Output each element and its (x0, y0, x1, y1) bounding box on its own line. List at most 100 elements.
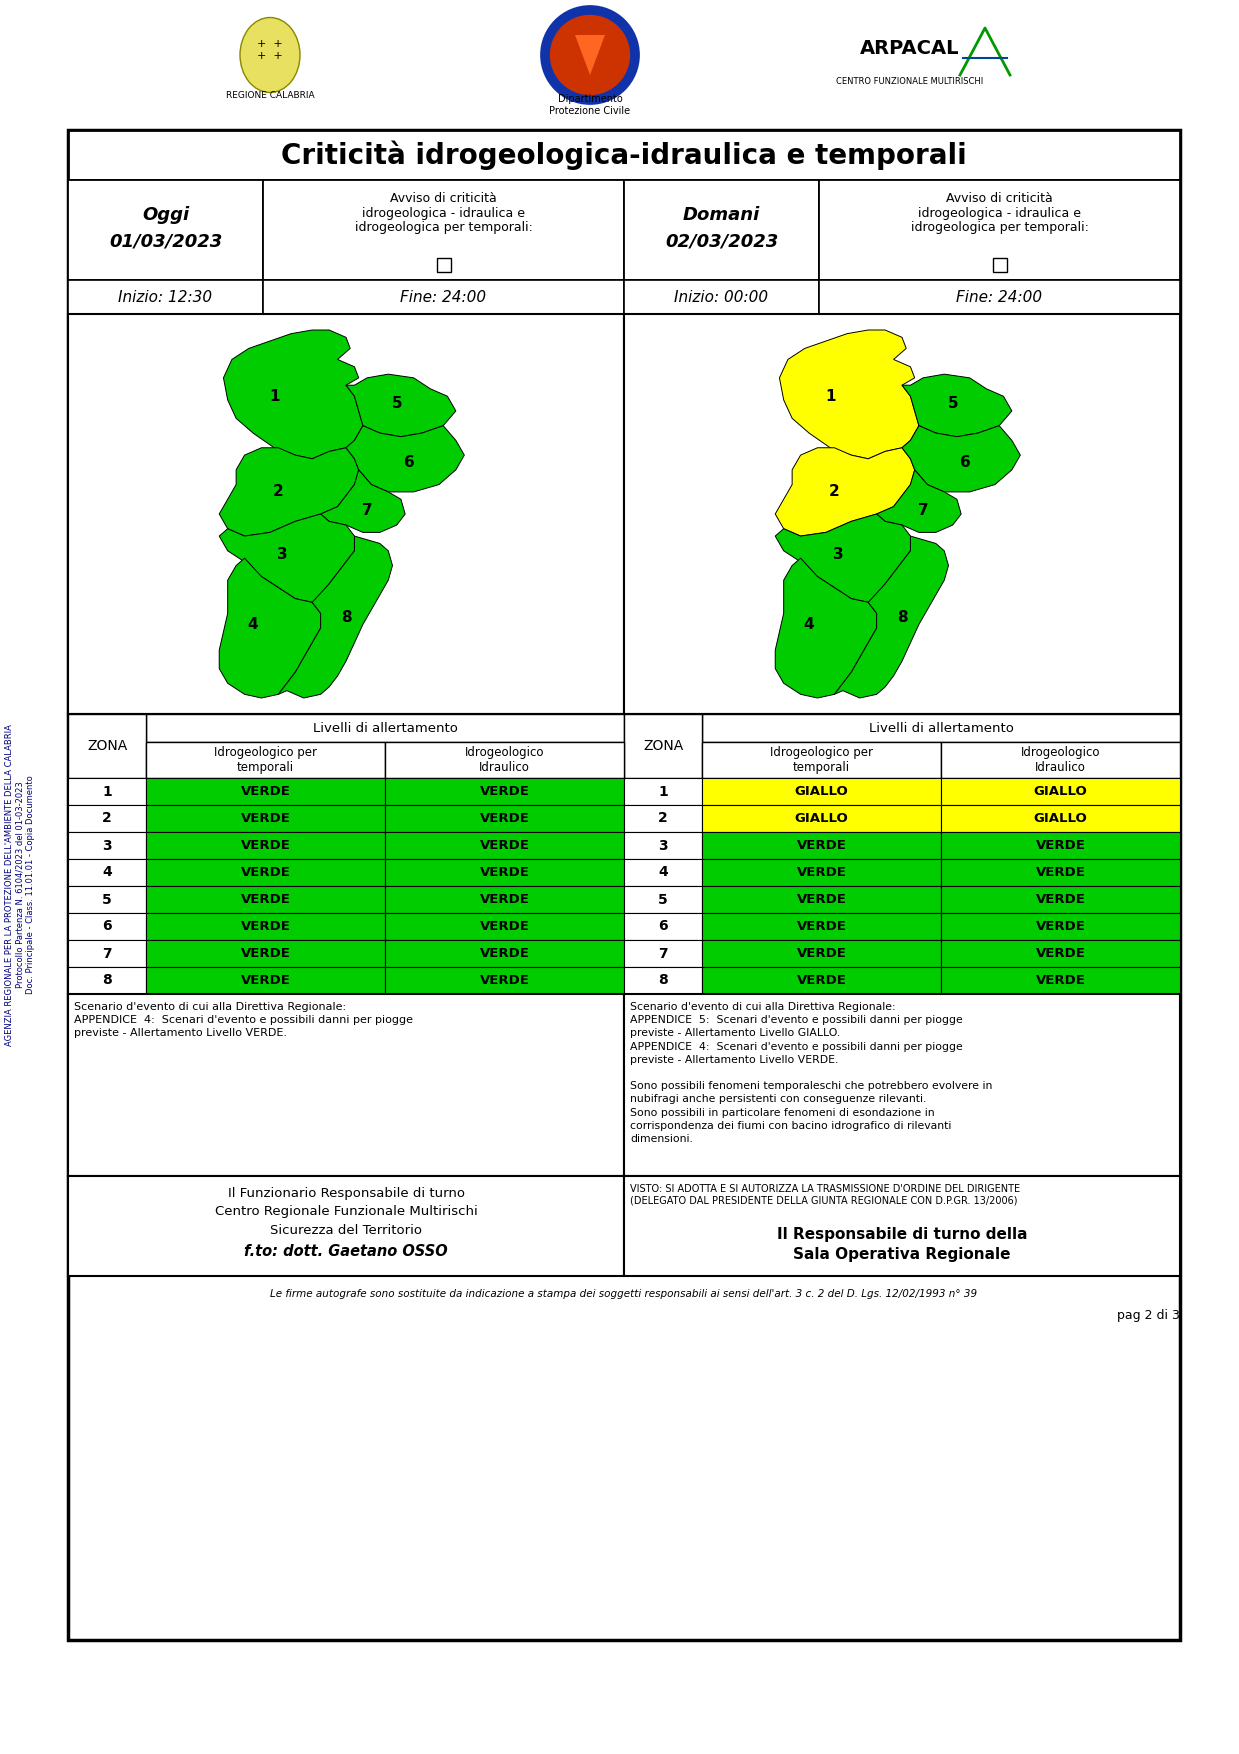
Text: VERDE: VERDE (797, 973, 846, 988)
Bar (263, 281, 624, 314)
Text: ARPACAL: ARPACAL (860, 39, 960, 58)
Bar (68, 859, 146, 886)
Bar (703, 779, 940, 805)
Text: Il Responsabile di turno della: Il Responsabile di turno della (777, 1226, 1027, 1242)
Text: f.to: dott. Gaetano OSSO: f.to: dott. Gaetano OSSO (244, 1245, 447, 1259)
Bar (146, 859, 385, 886)
Bar (624, 831, 703, 859)
Text: VERDE: VERDE (240, 973, 290, 988)
Text: 3: 3 (278, 547, 287, 561)
Bar (703, 914, 940, 940)
Text: VISTO: SI ADOTTA E SI AUTORIZZA LA TRASMISSIONE D'ORDINE DEL DIRIGENTE
(DELEGATO: VISTO: SI ADOTTA E SI AUTORIZZA LA TRASM… (629, 1184, 1020, 1205)
Bar (624, 914, 703, 940)
Text: 2: 2 (829, 484, 840, 500)
Polygon shape (877, 470, 961, 533)
Polygon shape (575, 35, 605, 75)
Bar (703, 831, 940, 859)
Text: 6: 6 (960, 454, 971, 470)
Text: Idrogeologico per
temporali: Idrogeologico per temporali (214, 745, 317, 774)
Text: Sala Operativa Regionale: Sala Operativa Regionale (793, 1247, 1011, 1261)
Text: 5: 5 (392, 396, 401, 410)
Bar (263, 181, 624, 281)
Bar (624, 181, 819, 281)
Text: +  +
+  +: + + + + (258, 39, 282, 61)
Bar (68, 714, 146, 779)
Text: VERDE: VERDE (1036, 947, 1085, 959)
Bar (436, 258, 451, 272)
Bar (703, 714, 1180, 742)
Bar (819, 181, 1180, 281)
Bar (385, 742, 624, 779)
Text: 1: 1 (658, 784, 668, 798)
Ellipse shape (240, 18, 300, 93)
Bar (385, 886, 624, 914)
Text: ZONA: ZONA (87, 738, 128, 752)
Bar (703, 966, 940, 995)
Bar (146, 805, 385, 831)
Bar (68, 805, 146, 831)
Text: 4: 4 (248, 617, 259, 631)
Text: Le firme autografe sono sostituite da indicazione a stampa dei soggetti responsa: Le firme autografe sono sostituite da in… (270, 1289, 978, 1300)
Bar (624, 859, 703, 886)
Text: Scenario d'evento di cui alla Direttiva Regionale:
APPENDICE  4:  Scenari d'even: Scenario d'evento di cui alla Direttiva … (74, 1002, 413, 1038)
Bar (940, 831, 1180, 859)
Bar (146, 742, 385, 779)
Bar (940, 779, 1180, 805)
Text: VERDE: VERDE (1036, 893, 1085, 907)
Bar (146, 831, 385, 859)
Text: GIALLO: GIALLO (1033, 786, 1088, 798)
Text: Criticità idrogeologica-idraulica e temporali: Criticità idrogeologica-idraulica e temp… (281, 140, 966, 170)
Text: 7: 7 (918, 503, 928, 517)
Text: Avviso di criticità
idrogeologica - idraulica e
idrogeologica per temporali:: Avviso di criticità idrogeologica - idra… (911, 191, 1088, 235)
Bar (68, 914, 146, 940)
Text: 1: 1 (102, 784, 112, 798)
Polygon shape (219, 514, 354, 602)
Text: Avviso di criticità
idrogeologica - idraulica e
idrogeologica per temporali:: Avviso di criticità idrogeologica - idra… (354, 191, 533, 235)
Text: ZONA: ZONA (643, 738, 683, 752)
Bar (624, 779, 703, 805)
Text: 7: 7 (362, 503, 373, 517)
Text: VERDE: VERDE (479, 838, 529, 852)
Bar (385, 859, 624, 886)
Text: GIALLO: GIALLO (794, 786, 849, 798)
Bar (703, 742, 940, 779)
Text: VERDE: VERDE (479, 866, 529, 879)
Bar (385, 966, 624, 995)
Bar (146, 940, 385, 966)
Text: 7: 7 (102, 947, 112, 961)
Text: VERDE: VERDE (1036, 866, 1085, 879)
Text: 8: 8 (658, 973, 668, 988)
Bar (703, 940, 940, 966)
Text: 5: 5 (102, 893, 112, 907)
Text: VERDE: VERDE (479, 947, 529, 959)
Text: 6: 6 (658, 919, 668, 933)
Bar (385, 805, 624, 831)
Text: VERDE: VERDE (1036, 921, 1085, 933)
Bar (624, 281, 819, 314)
Text: Oggi: Oggi (142, 205, 190, 225)
Text: VERDE: VERDE (240, 838, 290, 852)
Bar (146, 886, 385, 914)
Text: GIALLO: GIALLO (794, 812, 849, 824)
Text: 3: 3 (834, 547, 844, 561)
Bar (624, 314, 1180, 714)
Text: Il Funzionario Responsabile di turno: Il Funzionario Responsabile di turno (228, 1187, 465, 1200)
Bar (940, 859, 1180, 886)
Text: Livelli di allertamento: Livelli di allertamento (869, 721, 1014, 735)
Text: VERDE: VERDE (1036, 838, 1085, 852)
Text: VERDE: VERDE (479, 786, 529, 798)
Text: 4: 4 (102, 865, 112, 879)
Text: VERDE: VERDE (240, 786, 290, 798)
Text: 2: 2 (102, 812, 112, 826)
Text: REGIONE CALABRIA: REGIONE CALABRIA (225, 91, 315, 100)
Text: pag 2 di 3: pag 2 di 3 (1118, 1310, 1180, 1323)
Text: Sicurezza del Territorio: Sicurezza del Territorio (270, 1224, 422, 1237)
Text: Inizio: 00:00: Inizio: 00:00 (674, 289, 768, 305)
Bar (624, 1175, 1180, 1275)
Bar (68, 1175, 624, 1275)
Text: 1: 1 (269, 389, 280, 403)
Polygon shape (902, 374, 1012, 437)
Text: Idrogeologico per
temporali: Idrogeologico per temporali (769, 745, 873, 774)
Text: VERDE: VERDE (240, 893, 290, 907)
Text: VERDE: VERDE (797, 893, 846, 907)
